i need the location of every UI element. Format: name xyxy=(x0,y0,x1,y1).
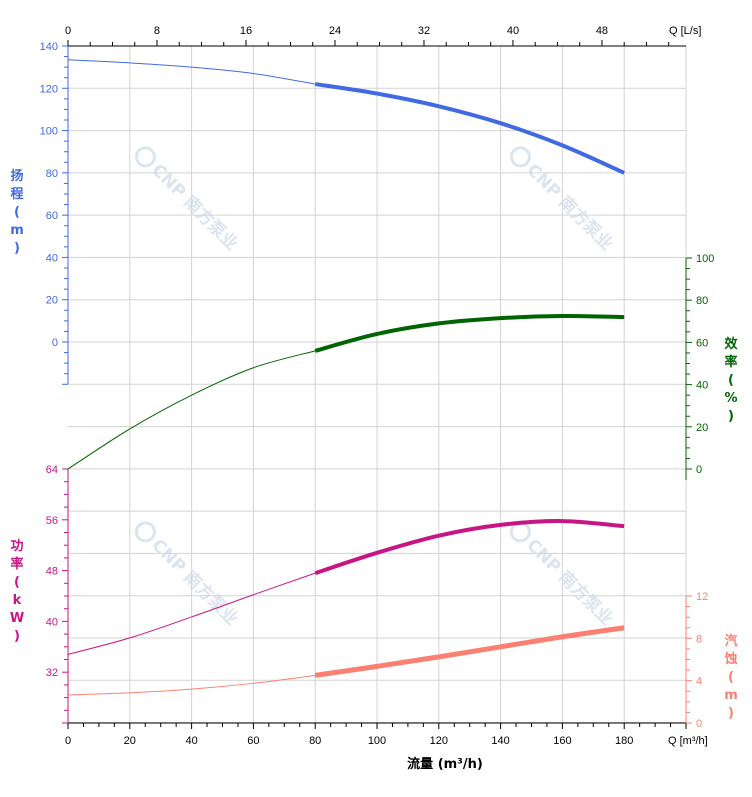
power-axis-title: 功率(k W) xyxy=(10,539,24,644)
head-tick-label: 80 xyxy=(46,168,58,180)
watermark-text: CNP 南方泵业 xyxy=(523,160,618,255)
npsh-curve-operating xyxy=(314,625,625,678)
x-top-unit-label: Q [L/s] xyxy=(669,25,701,37)
efficiency-curve-operating xyxy=(314,314,625,353)
x-bottom-tick-label: 100 xyxy=(368,735,386,747)
x-top-tick-label: 48 xyxy=(596,25,608,37)
power-tick-label: 40 xyxy=(46,616,58,628)
x-axis-title: 流量 (m³/h) xyxy=(407,756,483,772)
npsh-tick-label: 0 xyxy=(696,718,702,730)
x-top-tick-label: 0 xyxy=(65,25,71,37)
npsh-tick-label: 8 xyxy=(696,633,702,645)
power-curve-operating xyxy=(314,519,625,576)
head-tick-label: 100 xyxy=(40,126,58,138)
head-tick-label: 60 xyxy=(46,210,58,222)
head-axis-title: 扬程(m) xyxy=(10,168,24,256)
efficiency-axis-title: 效率(%) xyxy=(724,336,738,424)
watermark-0: CNP 南方泵业 xyxy=(134,146,243,255)
x-bottom-tick-label: 180 xyxy=(615,735,633,747)
efficiency-curve-extended xyxy=(67,350,316,470)
efficiency-tick-label: 100 xyxy=(696,253,714,265)
x-bottom-tick-label: 20 xyxy=(124,735,136,747)
x-top-tick-label: 24 xyxy=(329,25,341,37)
power-tick-label: 32 xyxy=(46,667,58,679)
head-tick-label: 0 xyxy=(52,337,58,349)
power-curve-extended xyxy=(67,572,316,655)
watermark-logo-icon xyxy=(509,521,531,543)
power-tick-label: 64 xyxy=(46,464,58,476)
npsh-tick-label: 12 xyxy=(696,591,708,603)
npsh-axis-title: 汽蚀(m) xyxy=(723,633,737,721)
watermark-logo-icon xyxy=(134,521,156,543)
watermark-logo-icon xyxy=(134,146,156,168)
x-top-tick-label: 16 xyxy=(240,25,252,37)
power-tick-label: 48 xyxy=(46,566,58,578)
efficiency-tick-label: 40 xyxy=(696,380,708,392)
watermark-text: CNP 南方泵业 xyxy=(523,535,618,630)
head-tick-label: 140 xyxy=(40,41,58,53)
x-bottom-tick-label: 160 xyxy=(553,735,571,747)
head-tick-label: 40 xyxy=(46,252,58,264)
npsh-tick-label: 4 xyxy=(696,676,702,688)
x-top-tick-label: 32 xyxy=(418,25,430,37)
x-bottom-tick-label: 80 xyxy=(309,735,321,747)
watermark-3: CNP 南方泵业 xyxy=(509,521,618,630)
efficiency-tick-label: 0 xyxy=(696,464,702,476)
efficiency-tick-label: 60 xyxy=(696,337,708,349)
x-bottom-tick-label: 0 xyxy=(65,735,71,747)
x-bottom-tick-label: 120 xyxy=(430,735,448,747)
watermark-text: CNP 南方泵业 xyxy=(148,160,243,255)
efficiency-tick-label: 80 xyxy=(696,295,708,307)
head-tick-label: 20 xyxy=(46,295,58,307)
x-bottom-tick-label: 140 xyxy=(491,735,509,747)
x-bottom-tick-label: 60 xyxy=(247,735,259,747)
x-bottom-unit-label: Q [m³/h] xyxy=(668,735,708,747)
head-curve-operating xyxy=(314,82,626,175)
power-tick-label: 56 xyxy=(46,515,58,527)
x-bottom-tick-label: 40 xyxy=(185,735,197,747)
head-tick-label: 120 xyxy=(40,83,58,95)
x-top-tick-label: 8 xyxy=(154,25,160,37)
head-curve-extended xyxy=(67,59,316,85)
efficiency-tick-label: 20 xyxy=(696,422,708,434)
x-top-tick-label: 40 xyxy=(507,25,519,37)
npsh-curve-extended xyxy=(67,674,316,696)
watermark-2: CNP 南方泵业 xyxy=(134,521,242,630)
watermark-logo-icon xyxy=(509,146,531,168)
